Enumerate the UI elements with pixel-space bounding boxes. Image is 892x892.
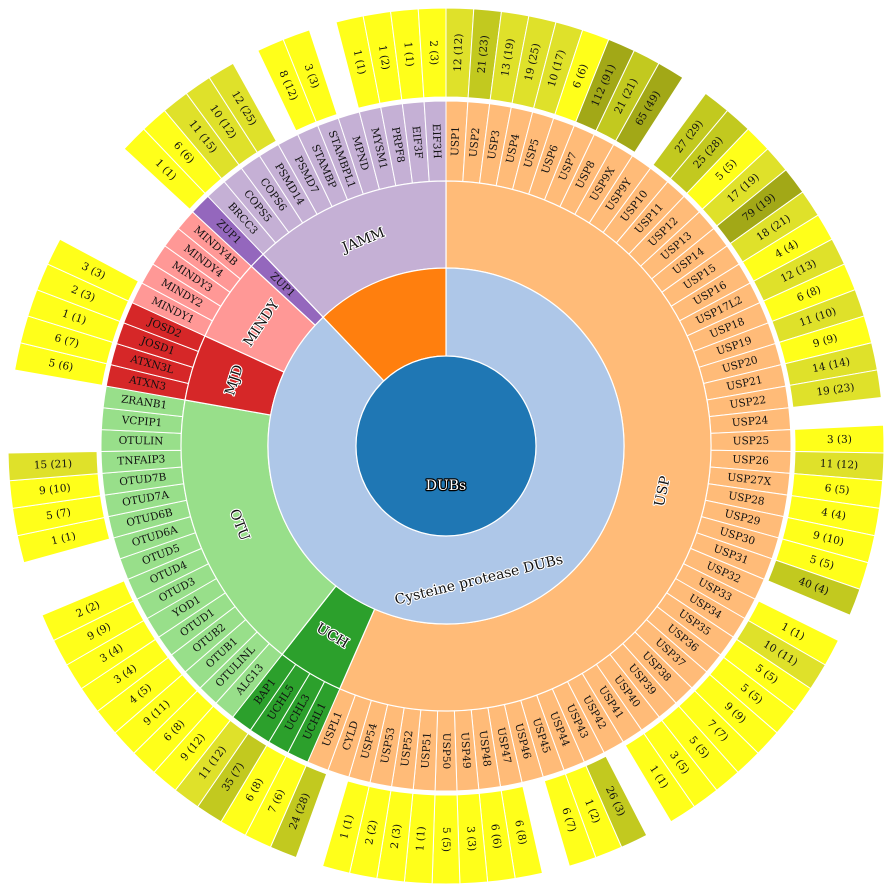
count-label-usp50: 5 (5) [440,827,452,852]
count-segment-tnfaip3 [7,451,99,482]
gene-label-usp1: USP1 [449,126,462,156]
count-label-usp3: 13 (19) [499,38,517,78]
gene-label-vcpip1: VCPIP1 [120,414,162,429]
count-segment-usp54 [321,780,370,874]
count-segment-stambpl1 [282,29,338,123]
count-label-usp1: 12 (12) [452,33,465,72]
gene-label-usp2: USP2 [468,127,483,158]
class-ring [267,267,625,625]
count-segment-usp41 [624,732,696,823]
count-label-mysm1: 1 (1) [351,49,368,76]
root-label: DUBs [426,478,467,494]
count-label-usp28: 4 (4) [820,506,847,522]
count-segment-usp45 [543,773,597,867]
count-label-otud6b: 1 (1) [50,530,77,548]
count-label-usp53: 2 (2) [363,819,379,846]
count-ring [7,7,885,885]
gene-label-usp48: USP48 [476,730,493,768]
gene-label-otulin: OTULIN [119,435,164,448]
count-label-usp25: 3 (3) [827,434,852,446]
gene-label-usp49: USP49 [458,732,472,769]
gene-label-usp26: USP26 [732,454,769,468]
gene-label-usp51: USP51 [420,732,434,769]
count-label-usp27x: 6 (5) [824,482,850,497]
gene-label-otud7b: OTUD7B [119,471,168,488]
count-label-usp22: 19 (23) [816,381,856,398]
count-label-eif3h: 2 (3) [427,40,440,65]
count-segment-usp22 [789,369,882,408]
gene-label-usp52: USP52 [399,730,416,768]
count-label-usp52: 2 (3) [389,823,404,849]
root-segment [355,355,537,537]
count-segment-eif3h [417,7,447,99]
count-segment-usp31 [767,559,861,616]
count-label-tnfaip3: 15 (21) [34,458,73,472]
count-label-usp51: 1 (1) [414,826,428,852]
gene-label-usp24: USP24 [731,414,769,429]
family-ring [180,180,712,712]
count-label-usp47: 6 (8) [512,819,528,846]
count-segment-usp9x [615,62,684,154]
count-label-usp2: 21 (23) [476,35,492,74]
gene-label-usp50: USP50 [440,733,452,769]
count-label-usp49: 3 (3) [464,826,478,852]
count-label-atxn3: 5 (6) [47,357,74,374]
count-segment-psmd14 [208,62,277,154]
count-segment-otud4 [41,580,134,642]
count-label-usp48: 6 (6) [488,823,503,849]
count-label-usp26: 11 (12) [820,458,859,472]
count-label-prpf8: 1 (2) [376,44,392,70]
gene-label-eif3h: EIF3H [430,124,443,159]
gene-label-eif3f: EIF3F [409,125,424,159]
count-segment-mindy1 [46,238,140,302]
gene-label-prpf8: PRPF8 [389,126,407,163]
gene-label-usp25: USP25 [733,435,770,448]
count-label-eif3f: 1 (1) [401,41,415,67]
count-label-otud7a: 5 (7) [45,506,72,522]
count-label-otud7b: 9 (10) [39,482,72,497]
gene-label-usp3: USP3 [486,129,503,160]
gene-label-usp22: USP22 [729,394,767,411]
gene-label-tnfaip3: TNFAIP3 [117,453,166,467]
root-circle [355,355,537,537]
gene-label-usp27x: USP27X [727,471,773,488]
